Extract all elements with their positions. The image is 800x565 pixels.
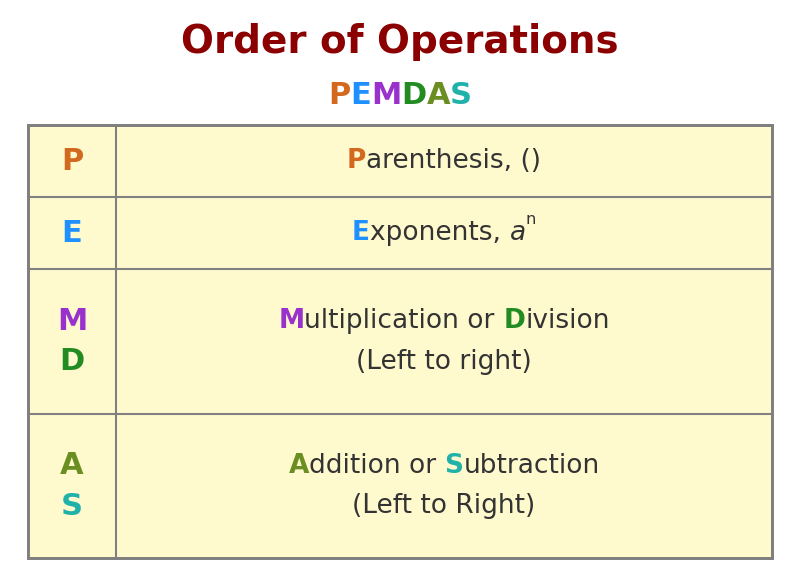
Text: M: M <box>371 80 402 110</box>
Text: xponents,: xponents, <box>370 220 510 246</box>
Text: A: A <box>289 453 309 479</box>
Text: S: S <box>450 80 472 110</box>
Text: P: P <box>328 80 350 110</box>
Text: E: E <box>350 80 371 110</box>
Text: arenthesis, (): arenthesis, () <box>366 148 541 174</box>
Text: ddition or: ddition or <box>309 453 444 479</box>
Text: P: P <box>61 146 83 176</box>
Text: M: M <box>57 307 87 336</box>
Text: M: M <box>278 308 305 334</box>
Text: P: P <box>347 148 366 174</box>
Text: ubtraction: ubtraction <box>463 453 599 479</box>
Text: a: a <box>510 220 526 246</box>
Text: ivision: ivision <box>525 308 610 334</box>
Text: E: E <box>62 219 82 247</box>
Text: A: A <box>426 80 450 110</box>
Text: S: S <box>61 492 83 520</box>
Bar <box>28 125 772 558</box>
Text: A: A <box>60 451 84 480</box>
Text: ultiplication or: ultiplication or <box>305 308 503 334</box>
Text: (Left to Right): (Left to Right) <box>352 493 536 519</box>
Text: D: D <box>59 347 85 376</box>
Text: D: D <box>402 80 426 110</box>
Text: D: D <box>503 308 525 334</box>
Text: n: n <box>526 212 536 227</box>
Text: E: E <box>352 220 370 246</box>
Text: Order of Operations: Order of Operations <box>181 23 619 61</box>
Text: S: S <box>444 453 463 479</box>
Text: (Left to right): (Left to right) <box>356 349 532 375</box>
